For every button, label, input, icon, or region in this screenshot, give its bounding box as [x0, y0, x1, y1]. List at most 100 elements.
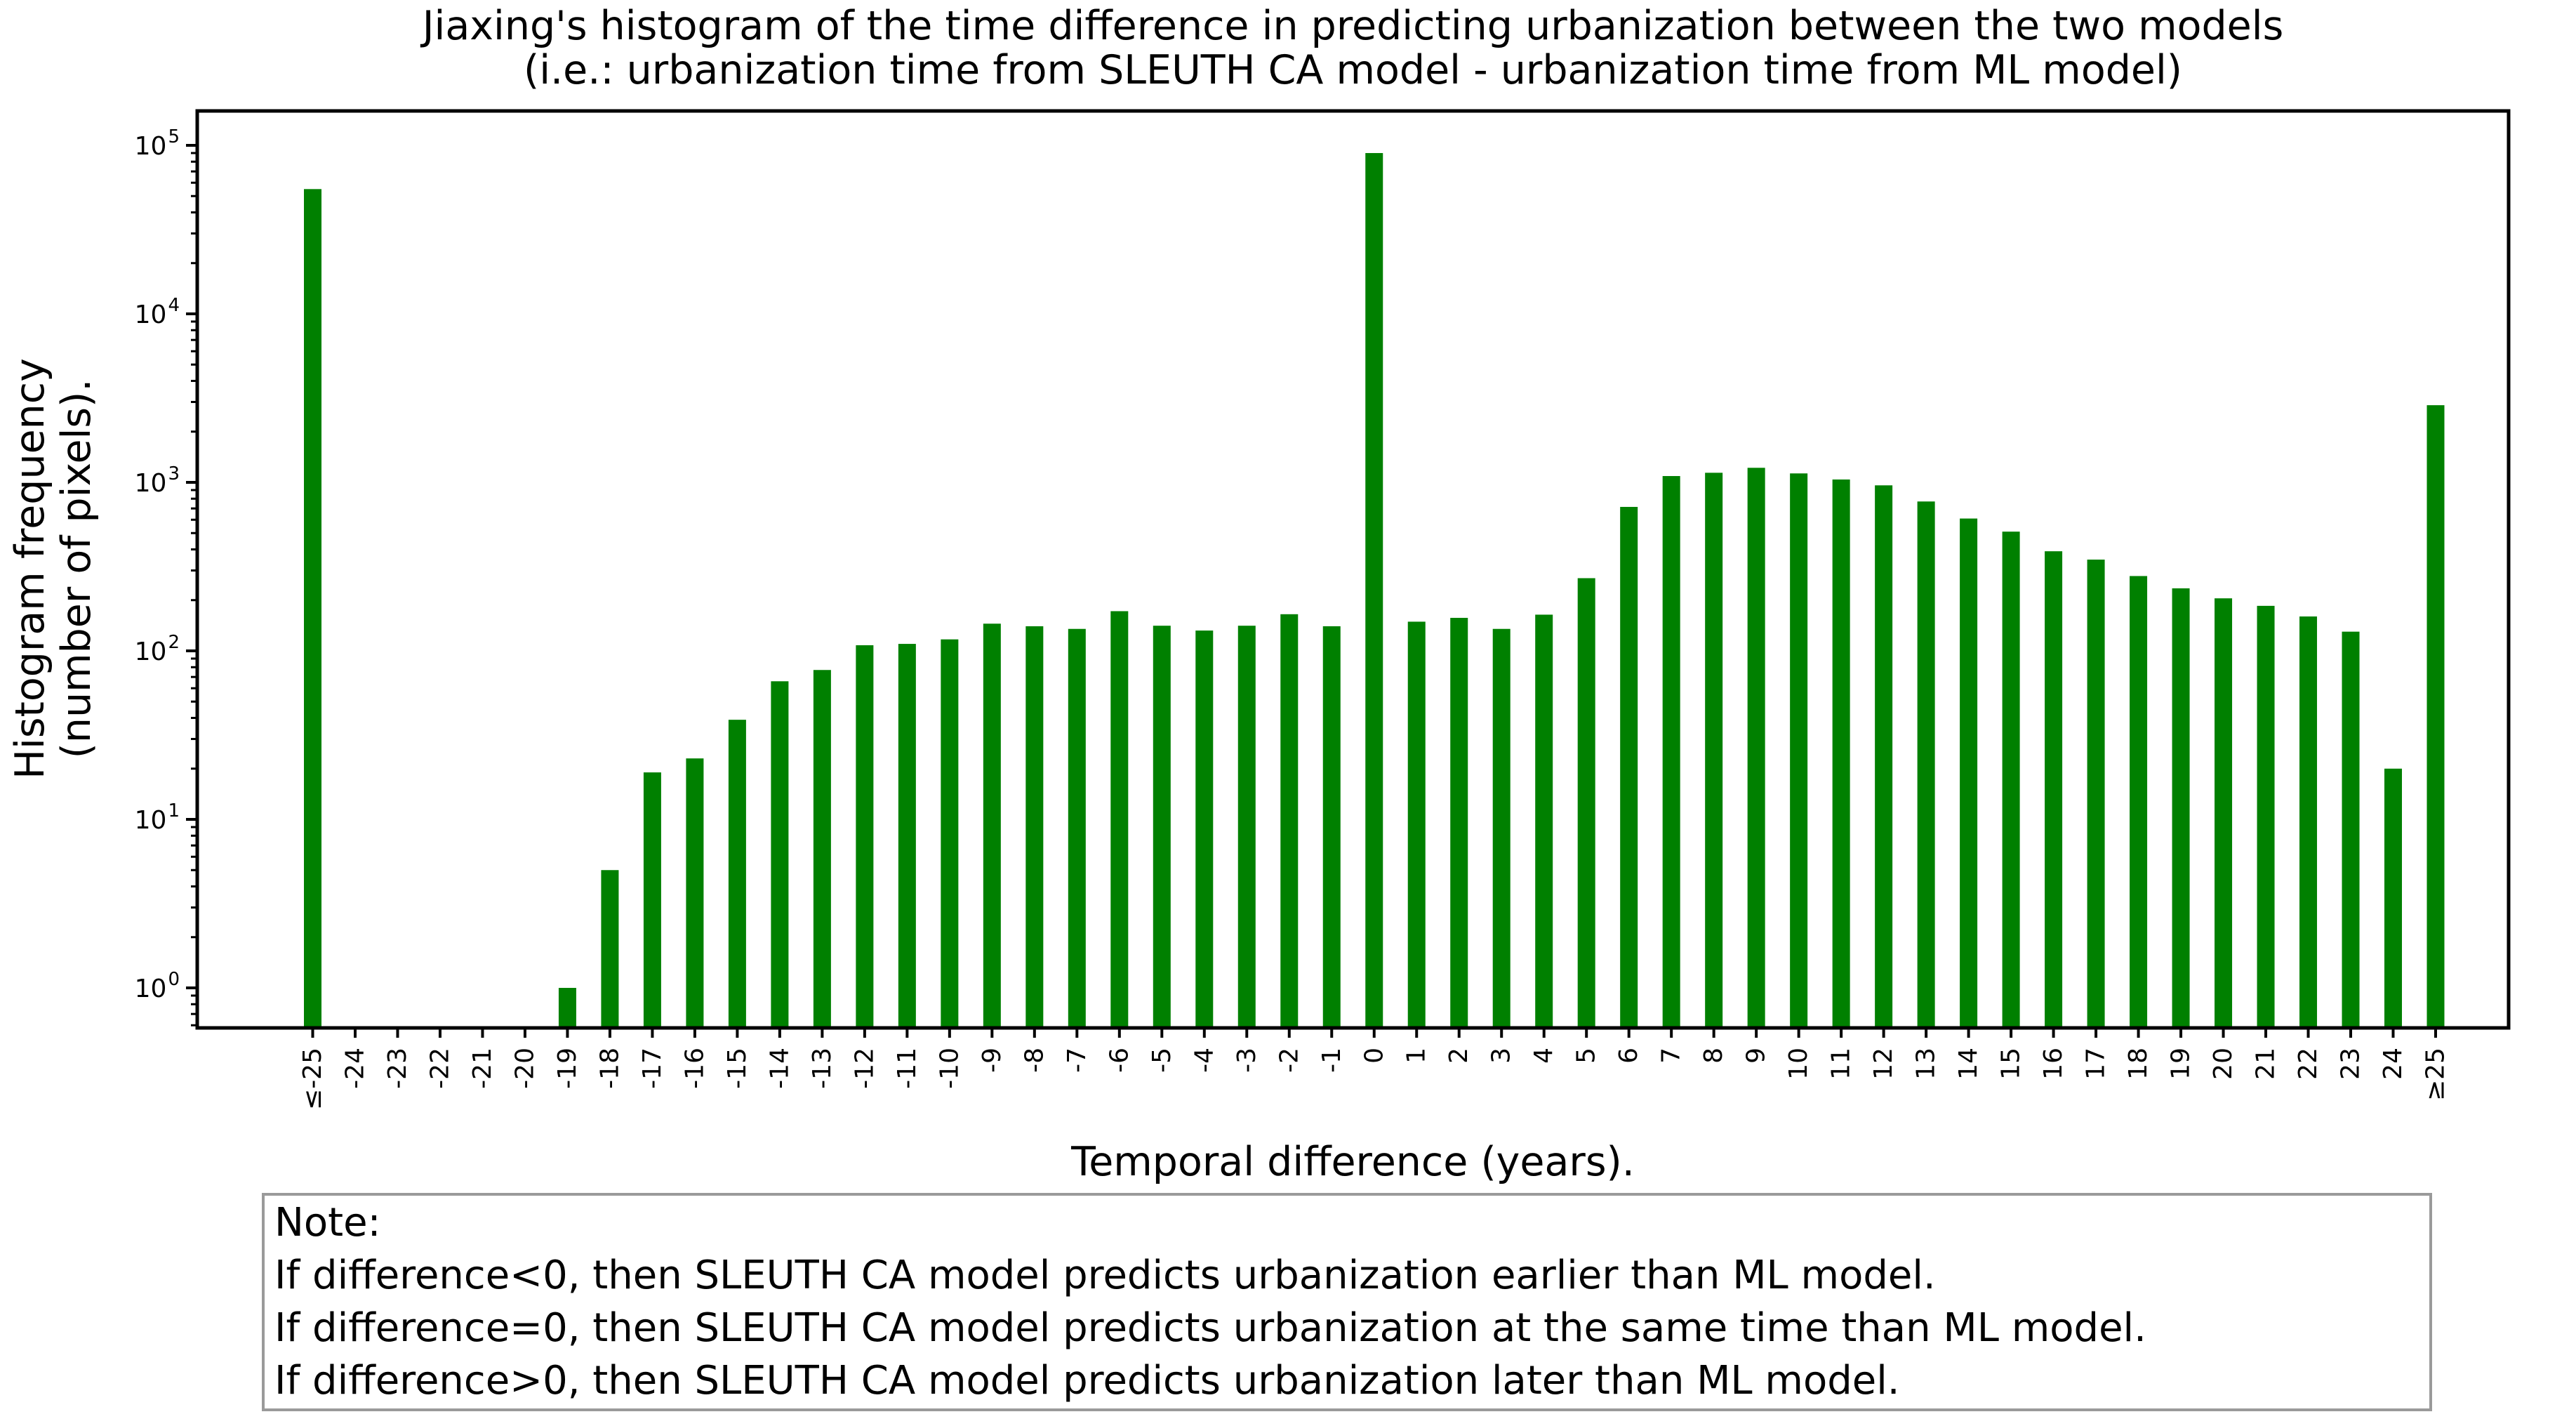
bar-19	[2172, 588, 2190, 1028]
bar-9	[1747, 468, 1765, 1028]
bar-11	[1832, 479, 1850, 1028]
note-line1: If difference<0, then SLEUTH CA model pr…	[274, 1253, 1936, 1298]
y-tick-label: 103	[135, 463, 180, 498]
bar--15	[728, 720, 746, 1028]
chart-title-line1: Jiaxing's histogram of the time differen…	[422, 3, 2284, 49]
x-tick-label: 23	[2337, 1048, 2365, 1080]
x-tick-label: -15	[723, 1048, 752, 1089]
bar-1	[1407, 621, 1426, 1028]
bar--7	[1068, 628, 1086, 1028]
x-tick-label: -16	[680, 1048, 709, 1089]
x-tick-label: -4	[1190, 1048, 1219, 1073]
bar-18	[2130, 576, 2148, 1028]
x-tick-label: 9	[1742, 1048, 1771, 1064]
x-tick-label: -5	[1148, 1048, 1176, 1073]
bar--4	[1195, 631, 1214, 1028]
bar--18	[601, 870, 619, 1028]
x-tick-label: ≤-25	[298, 1048, 327, 1110]
bar-8	[1705, 473, 1723, 1028]
x-tick-label: -21	[468, 1048, 497, 1089]
bar-≥25	[2426, 405, 2445, 1028]
y-tick-label: 100	[135, 969, 180, 1003]
chart-title-line2: (i.e.: urbanization time from SLEUTH CA …	[523, 47, 2183, 93]
x-tick-label: 15	[1997, 1048, 2026, 1080]
x-tick-label: -18	[595, 1048, 624, 1089]
bar--8	[1025, 626, 1044, 1028]
bar-6	[1620, 506, 1638, 1028]
y-tick-label: 105	[135, 126, 180, 161]
note-box: Note: If difference<0, then SLEUTH CA mo…	[262, 1193, 2432, 1411]
x-tick-label: 21	[2252, 1048, 2280, 1080]
x-tick-label: 5	[1572, 1048, 1601, 1064]
bar--9	[983, 623, 1001, 1028]
bar-21	[2257, 605, 2275, 1028]
note-line3: If difference>0, then SLEUTH CA model pr…	[274, 1358, 1900, 1404]
x-tick-label: 17	[2082, 1048, 2111, 1080]
x-tick-label: ≥25	[2422, 1048, 2450, 1101]
bar--17	[643, 772, 661, 1028]
bar-≤-25	[304, 189, 321, 1028]
bar--10	[941, 639, 959, 1028]
bar-12	[1875, 485, 1893, 1028]
x-tick-label: 8	[1699, 1048, 1728, 1064]
x-tick-label: 3	[1487, 1048, 1516, 1064]
x-tick-label: 14	[1954, 1048, 1983, 1080]
bar-7	[1662, 476, 1680, 1028]
x-tick-label: 18	[2124, 1048, 2153, 1080]
x-tick-label: 20	[2209, 1048, 2238, 1080]
x-tick-label: -20	[510, 1048, 539, 1089]
bar-15	[2002, 532, 2020, 1028]
x-tick-label: 6	[1614, 1048, 1643, 1064]
x-tick-label: -10	[935, 1048, 964, 1089]
x-tick-label: -13	[808, 1048, 837, 1089]
bar-17	[2087, 560, 2105, 1028]
bar-22	[2299, 616, 2318, 1028]
bar-20	[2215, 598, 2233, 1028]
note-line2: If difference=0, then SLEUTH CA model pr…	[274, 1305, 2146, 1351]
x-tick-label: -23	[383, 1048, 412, 1089]
bar-23	[2342, 631, 2360, 1028]
bar--19	[558, 988, 576, 1028]
x-tick-label: -19	[553, 1048, 582, 1089]
x-tick-label: 0	[1360, 1048, 1388, 1064]
bar--1	[1322, 626, 1341, 1028]
x-tick-label: 12	[1869, 1048, 1898, 1080]
x-tick-label: -17	[638, 1048, 667, 1089]
bar-0	[1365, 152, 1383, 1028]
x-tick-label: 2	[1445, 1048, 1473, 1064]
x-tick-label: 13	[1912, 1048, 1941, 1080]
x-tick-label: 19	[2167, 1048, 2196, 1080]
x-axis-label: Temporal difference (years).	[1071, 1139, 1635, 1185]
x-tick-label: -22	[425, 1048, 454, 1089]
x-tick-label: 16	[2039, 1048, 2068, 1080]
y-tick-label: 104	[135, 295, 180, 329]
x-tick-label: -8	[1020, 1048, 1049, 1073]
bar-24	[2384, 768, 2403, 1028]
bar-14	[1960, 518, 1978, 1028]
x-tick-label: -14	[765, 1048, 794, 1089]
bar-13	[1917, 501, 1935, 1028]
x-tick-label: -9	[978, 1048, 1007, 1073]
bar--2	[1280, 614, 1299, 1028]
x-tick-label: -11	[893, 1048, 922, 1089]
bar--11	[898, 644, 916, 1028]
x-tick-label: 11	[1827, 1048, 1856, 1080]
bar--16	[686, 758, 704, 1028]
x-tick-label: 4	[1529, 1048, 1558, 1064]
y-tick-label: 101	[135, 800, 180, 835]
chart-title: Jiaxing's histogram of the time differen…	[197, 4, 2509, 93]
bar-16	[2045, 551, 2063, 1028]
bar--6	[1110, 611, 1129, 1028]
axes-frame	[195, 109, 2511, 1030]
bar--13	[813, 670, 831, 1028]
x-tick-label: -6	[1105, 1048, 1134, 1073]
x-tick-label: -1	[1317, 1048, 1346, 1073]
x-tick-label: 1	[1402, 1048, 1431, 1064]
note-heading: Note:	[274, 1200, 381, 1246]
bar--5	[1153, 626, 1171, 1028]
bar-2	[1450, 617, 1468, 1028]
bar-10	[1790, 473, 1808, 1028]
x-tick-label: -3	[1233, 1048, 1261, 1073]
x-tick-label: -12	[850, 1048, 879, 1089]
